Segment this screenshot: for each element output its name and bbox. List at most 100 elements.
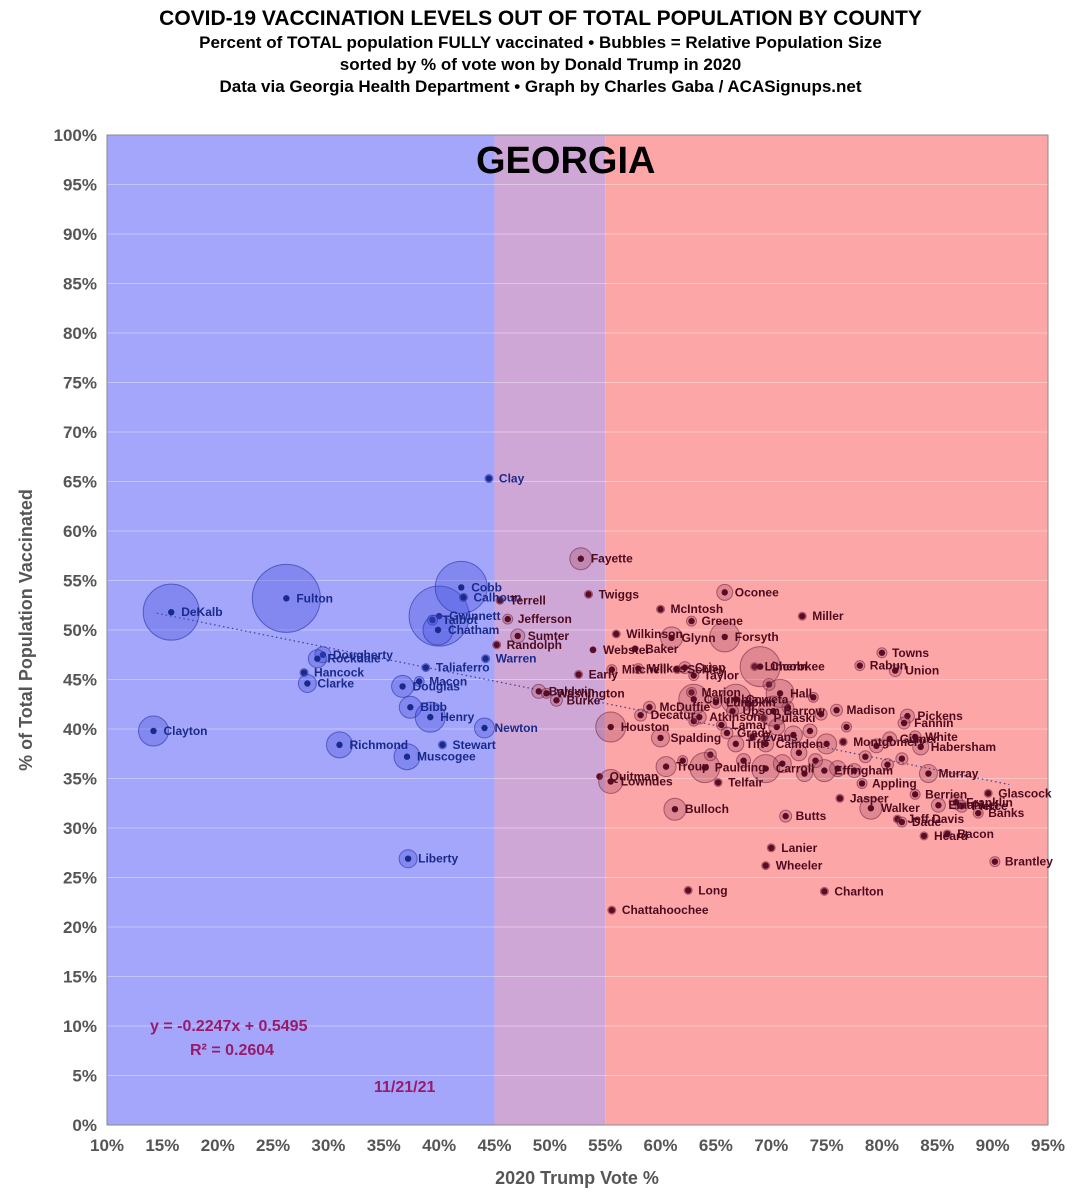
county-point bbox=[900, 719, 908, 727]
county-point bbox=[657, 734, 664, 742]
county-label: Fannin bbox=[914, 716, 953, 730]
data-points bbox=[137, 474, 1001, 915]
chart-titles: COVID-19 VACCINATION LEVELS OUT OF TOTAL… bbox=[0, 6, 1081, 98]
county-label: Effingham bbox=[834, 764, 893, 778]
county-label: Rabun bbox=[870, 659, 907, 673]
county-label: Richmond bbox=[349, 738, 408, 752]
county-point bbox=[723, 729, 731, 737]
county-point bbox=[485, 475, 493, 482]
county-label: Henry bbox=[440, 710, 474, 724]
zone-band-0 bbox=[107, 135, 495, 1125]
county-point bbox=[613, 630, 620, 638]
county-point bbox=[427, 713, 434, 721]
x-tick-label: 30% bbox=[311, 1136, 345, 1155]
county-label: Cherokee bbox=[770, 660, 825, 674]
county-point bbox=[150, 727, 157, 735]
county-label: Madison bbox=[847, 703, 896, 717]
county-label: Murray bbox=[938, 767, 978, 781]
county-point bbox=[729, 707, 736, 715]
county-point bbox=[721, 589, 728, 596]
county-label: Rockdale bbox=[327, 652, 381, 666]
county-label: Randolph bbox=[507, 638, 562, 652]
county-point bbox=[304, 680, 311, 687]
county-point bbox=[336, 741, 343, 749]
county-label: Lanier bbox=[781, 841, 817, 855]
y-tick-label: 50% bbox=[63, 621, 97, 640]
county-point bbox=[283, 595, 290, 602]
county-point bbox=[834, 765, 841, 772]
county-label: Towns bbox=[892, 646, 929, 660]
county-label: Barrow bbox=[783, 704, 825, 718]
county-label: Lamar bbox=[731, 718, 767, 732]
x-tick-label: 20% bbox=[201, 1136, 235, 1155]
y-tick-label: 55% bbox=[63, 572, 97, 591]
county-point bbox=[867, 805, 875, 812]
y-tick-label: 75% bbox=[63, 374, 97, 393]
county-label: Washington bbox=[557, 686, 625, 700]
county-label: Wilkinson bbox=[626, 627, 683, 641]
county-point bbox=[637, 711, 644, 719]
county-label: Fulton bbox=[296, 591, 333, 605]
county-point bbox=[975, 809, 982, 817]
county-point bbox=[862, 753, 869, 760]
county-label: Montgomery bbox=[853, 735, 925, 749]
county-label: Glynn bbox=[682, 631, 716, 645]
county-point bbox=[833, 706, 840, 714]
county-label: Baker bbox=[645, 642, 679, 656]
county-point bbox=[732, 740, 740, 748]
county-label: Union bbox=[905, 664, 939, 678]
y-tick-label: 85% bbox=[63, 275, 97, 294]
county-point bbox=[688, 617, 695, 625]
x-tick-label: 15% bbox=[145, 1136, 179, 1155]
county-label: Houston bbox=[621, 720, 670, 734]
county-label: Douglas bbox=[413, 679, 461, 693]
county-point bbox=[770, 707, 777, 715]
county-label: Sumter bbox=[528, 629, 570, 643]
x-tick-label: 65% bbox=[699, 1136, 733, 1155]
county-point bbox=[917, 743, 924, 751]
county-point bbox=[662, 763, 670, 770]
county-label: Appling bbox=[872, 776, 917, 790]
county-label: Greene bbox=[702, 614, 744, 628]
county-point bbox=[422, 664, 430, 671]
county-point bbox=[721, 633, 728, 641]
chart-title: COVID-19 VACCINATION LEVELS OUT OF TOTAL… bbox=[159, 7, 922, 30]
county-point bbox=[688, 689, 695, 696]
county-point bbox=[776, 690, 784, 697]
trend-r-squared: R² = 0.2604 bbox=[190, 1042, 274, 1059]
county-point bbox=[458, 584, 465, 591]
county-point bbox=[718, 721, 725, 729]
x-axis-label: 2020 Trump Vote % bbox=[495, 1168, 659, 1188]
county-point bbox=[817, 710, 825, 718]
county-point bbox=[496, 597, 504, 604]
county-label: Grady bbox=[737, 726, 772, 740]
grid-lines bbox=[106, 134, 1049, 1126]
county-point bbox=[740, 757, 747, 764]
county-label: Charlton bbox=[834, 884, 883, 898]
y-tick-label: 20% bbox=[63, 918, 97, 937]
county-point bbox=[795, 749, 803, 756]
county-point bbox=[535, 688, 542, 695]
county-point bbox=[712, 699, 720, 706]
county-point bbox=[543, 690, 550, 697]
county-point bbox=[460, 594, 467, 601]
state-label: GEORGIA bbox=[476, 140, 655, 182]
county-label: Wilkes bbox=[648, 662, 686, 676]
chart-subtitle-3: Data via Georgia Health Department • Gra… bbox=[219, 77, 862, 96]
y-tick-label: 65% bbox=[63, 473, 97, 492]
county-point bbox=[782, 812, 789, 820]
county-label: Miller bbox=[812, 609, 844, 623]
x-tick-label: 90% bbox=[976, 1136, 1010, 1155]
y-tick-label: 5% bbox=[72, 1067, 97, 1086]
county-point bbox=[799, 612, 806, 620]
county-label: Franklin bbox=[966, 795, 1013, 809]
county-label: Talbot bbox=[442, 613, 477, 627]
county-point bbox=[810, 694, 817, 701]
county-label: Baldwin bbox=[549, 684, 595, 698]
county-label: Paulding bbox=[715, 761, 766, 775]
county-point bbox=[760, 714, 767, 722]
county-point bbox=[690, 672, 697, 679]
y-tick-label: 100% bbox=[54, 126, 97, 145]
county-label: Marion bbox=[702, 685, 741, 699]
